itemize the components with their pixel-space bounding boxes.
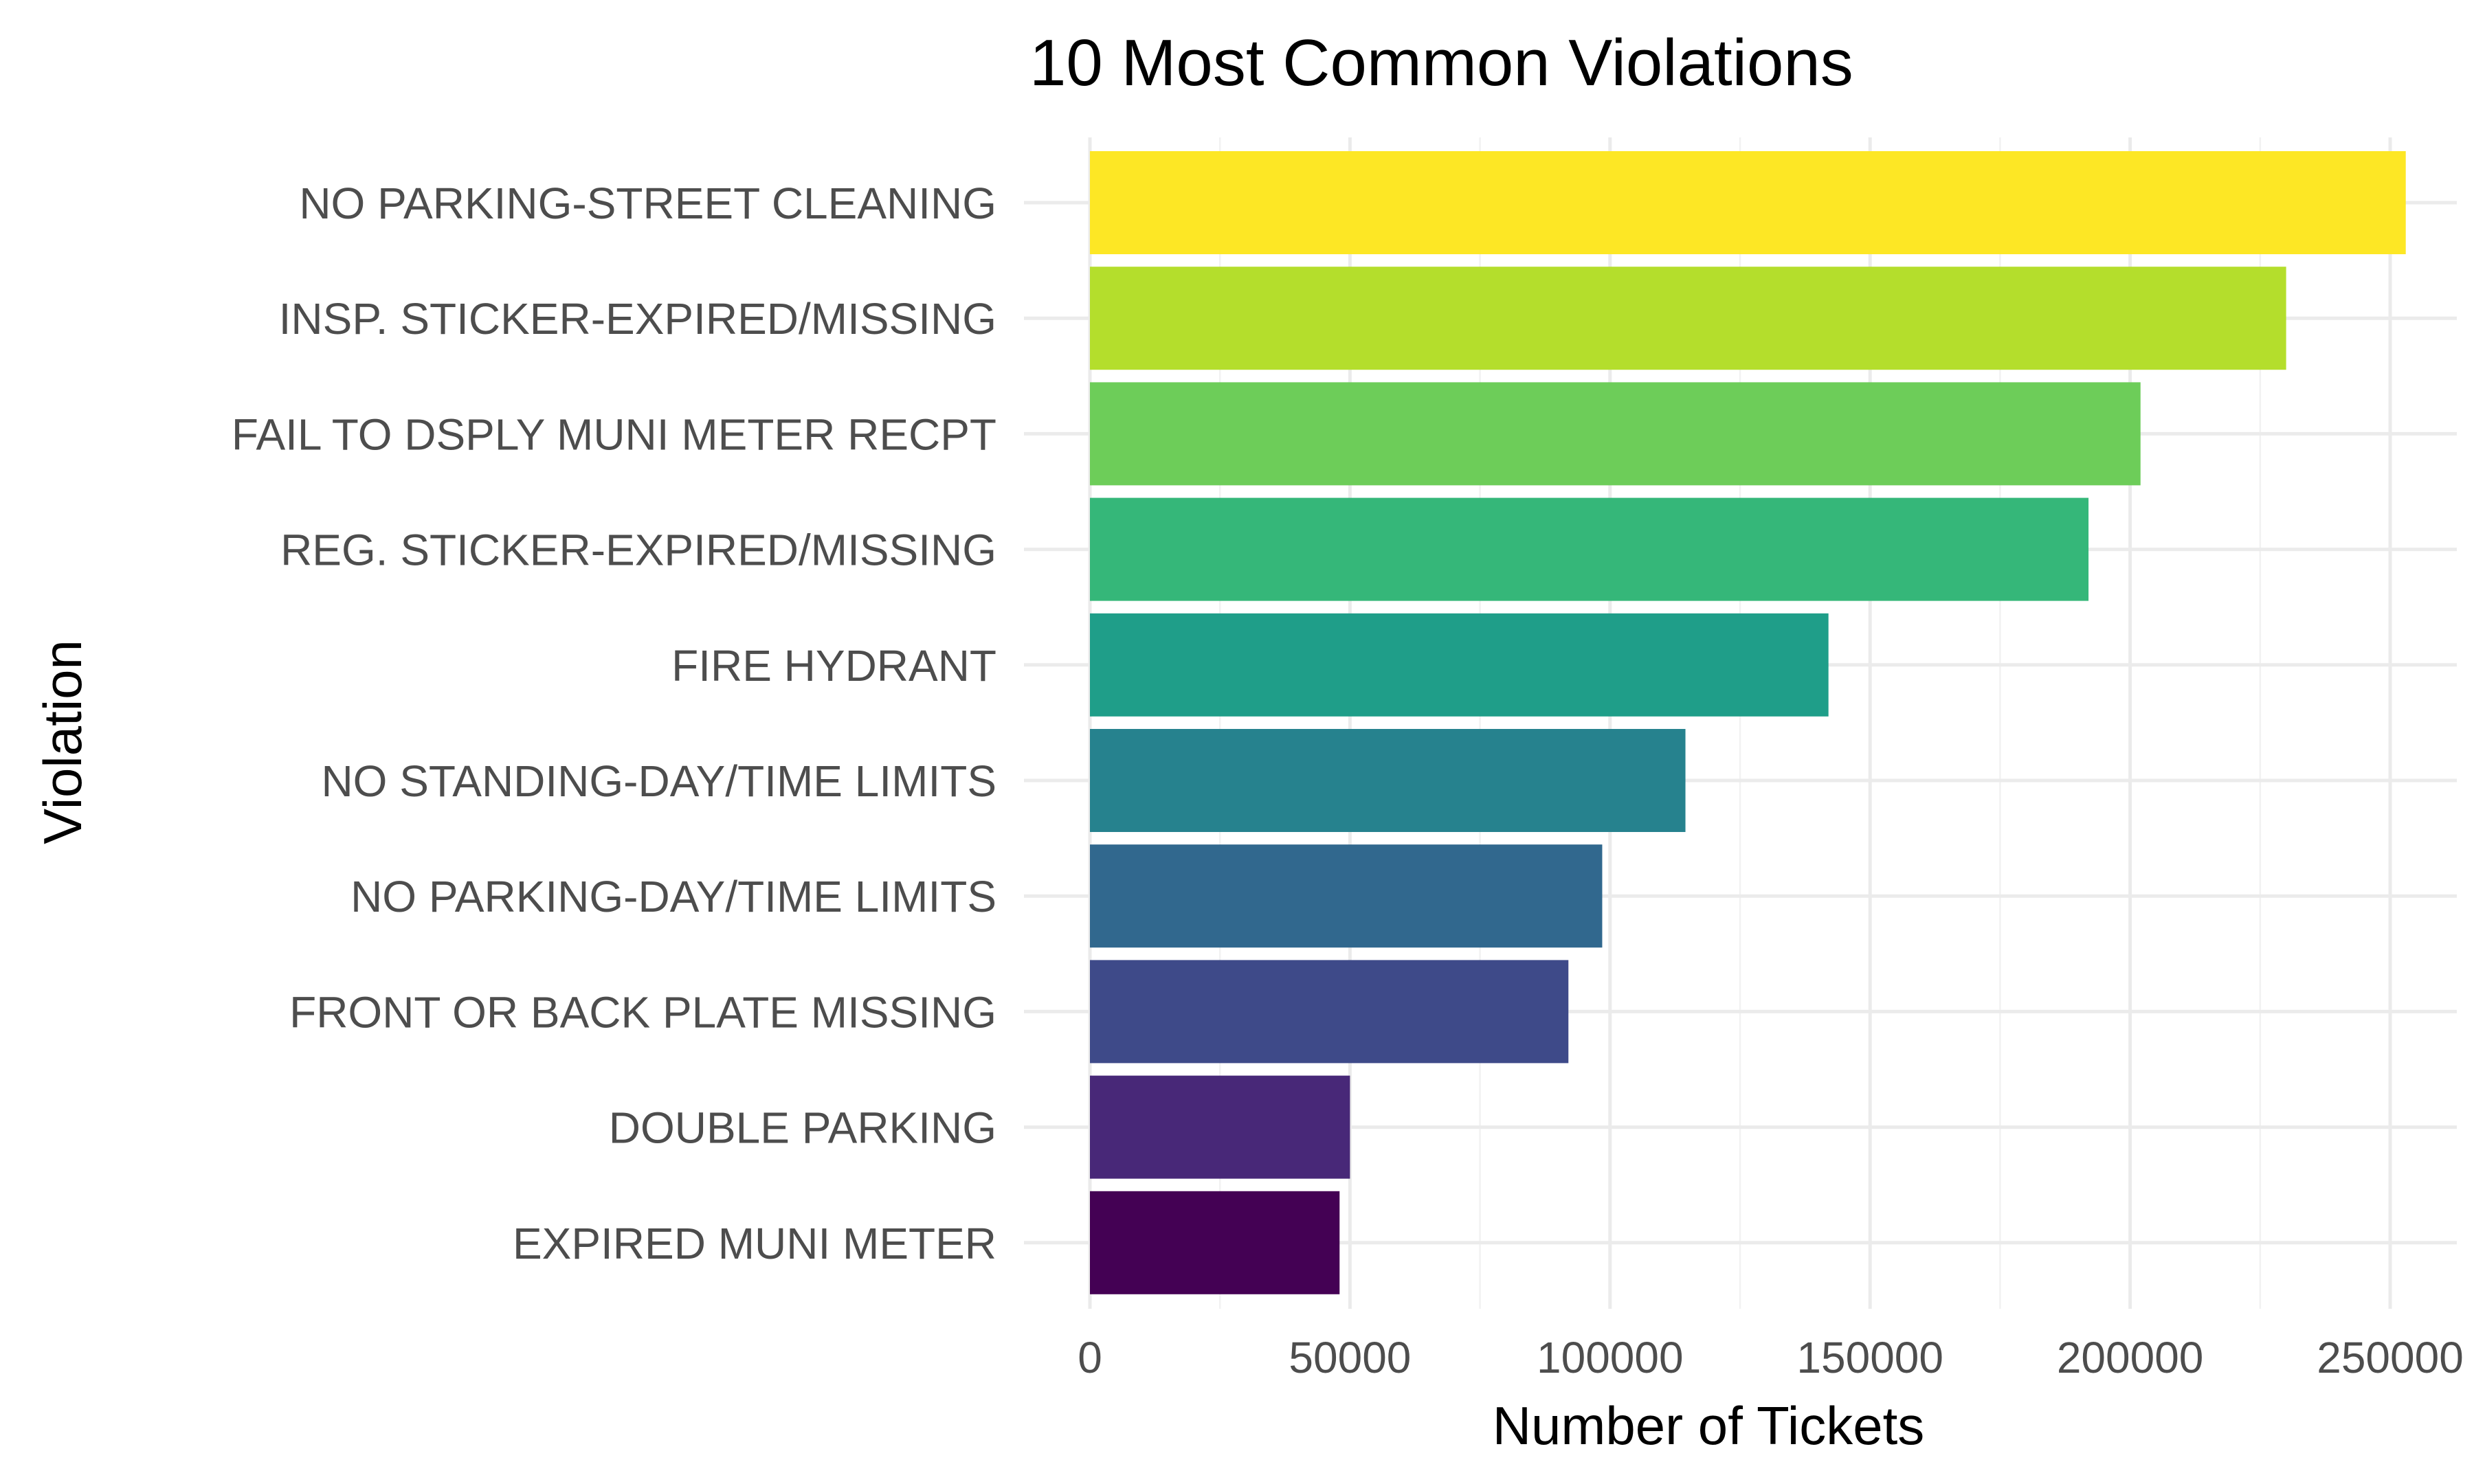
y-tick-label: INSP. STICKER-EXPIRED/MISSING bbox=[279, 294, 996, 344]
y-tick-label: EXPIRED MUNI METER bbox=[513, 1219, 996, 1268]
bar-layer bbox=[1090, 151, 2406, 1294]
x-tick-label: 250000 bbox=[2317, 1333, 2464, 1382]
y-tick-label: NO STANDING-DAY/TIME LIMITS bbox=[321, 756, 996, 806]
bar-double-parking bbox=[1090, 1075, 1350, 1179]
y-tick-label: FIRE HYDRANT bbox=[671, 641, 996, 690]
bar-no-parking-day-time-limits bbox=[1090, 844, 1603, 948]
bar-front-or-back-plate-missing bbox=[1090, 960, 1569, 1064]
x-tick-label: 50000 bbox=[1289, 1333, 1411, 1382]
x-tick-label: 0 bbox=[1078, 1333, 1102, 1382]
chart-title: 10 Most Common Violations bbox=[1029, 26, 1853, 100]
y-tick-label: REG. STICKER-EXPIRED/MISSING bbox=[280, 526, 996, 575]
bar-no-standing-day-time-limits bbox=[1090, 729, 1686, 832]
y-tick-label: DOUBLE PARKING bbox=[609, 1103, 996, 1153]
y-axis-title: Violation bbox=[32, 640, 93, 844]
bar-insp-sticker-expired-missing bbox=[1090, 267, 2286, 370]
bar-no-parking-street-cleaning bbox=[1090, 151, 2406, 254]
bar-reg-sticker-expired-missing bbox=[1090, 497, 2089, 601]
y-tick-label: FRONT OR BACK PLATE MISSING bbox=[289, 987, 996, 1037]
y-tick-label: FAIL TO DSPLY MUNI METER RECPT bbox=[232, 409, 996, 459]
bar-fire-hydrant bbox=[1090, 613, 1829, 717]
x-tick-label: 100000 bbox=[1537, 1333, 1684, 1382]
x-tick-label: 150000 bbox=[1796, 1333, 1943, 1382]
y-tick-label: NO PARKING-STREET CLEANING bbox=[299, 179, 996, 228]
bar-expired-muni-meter bbox=[1090, 1191, 1340, 1294]
x-tick-label: 200000 bbox=[2057, 1333, 2204, 1382]
bar-fail-to-dsply-muni-meter-recpt bbox=[1090, 382, 2141, 486]
x-tick-labels: 0 50000 100000 150000 200000 250000 bbox=[1078, 1333, 2464, 1382]
y-tick-labels: NO PARKING-STREET CLEANING INSP. STICKER-… bbox=[232, 179, 996, 1268]
x-axis-title: Number of Tickets bbox=[1493, 1395, 1925, 1456]
y-tick-label: NO PARKING-DAY/TIME LIMITS bbox=[350, 872, 996, 921]
